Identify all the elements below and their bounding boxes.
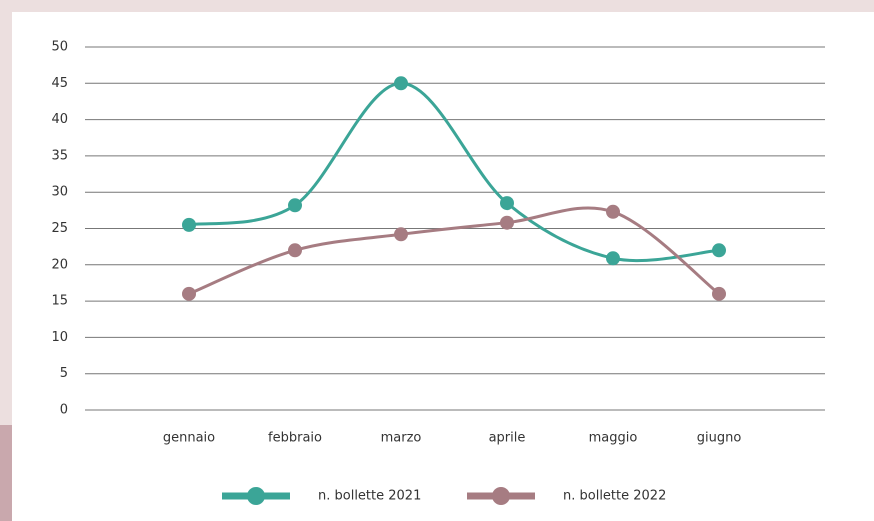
legend-swatch-dot <box>247 487 265 505</box>
data-point <box>500 196 514 211</box>
chart-card <box>12 12 874 521</box>
data-point <box>712 243 726 258</box>
y-tick-label: 10 <box>51 330 68 345</box>
y-tick-label: 40 <box>51 112 68 127</box>
y-tick-label: 30 <box>51 185 68 200</box>
y-tick-label: 15 <box>51 294 68 309</box>
data-point <box>394 76 408 91</box>
data-point <box>182 217 196 232</box>
y-tick-label: 35 <box>51 148 68 163</box>
x-tick-label: febbraio <box>268 431 322 446</box>
data-point <box>394 227 408 242</box>
data-point <box>288 198 302 213</box>
x-tick-label: gennaio <box>163 431 215 446</box>
data-point <box>182 286 196 301</box>
series-line <box>188 206 720 296</box>
y-tick-label: 5 <box>60 366 68 381</box>
y-tick-label: 50 <box>51 40 68 55</box>
y-tick-label: 20 <box>51 257 68 272</box>
data-point <box>288 243 302 258</box>
x-tick-label: marzo <box>381 431 422 446</box>
legend-label: n. bollette 2022 <box>563 489 666 504</box>
y-tick-label: 45 <box>51 76 68 91</box>
x-tick-label: giugno <box>697 431 742 446</box>
legend-label: n. bollette 2021 <box>318 489 421 504</box>
x-tick-label: maggio <box>589 431 638 446</box>
side-strip <box>0 425 12 521</box>
data-point <box>500 215 514 230</box>
x-tick-label: aprile <box>489 431 526 446</box>
y-tick-label: 25 <box>51 221 68 236</box>
y-tick-label: 0 <box>60 403 68 418</box>
data-point <box>606 251 620 266</box>
data-point <box>712 286 726 301</box>
data-point <box>606 204 620 219</box>
legend-swatch-dot <box>492 487 510 505</box>
